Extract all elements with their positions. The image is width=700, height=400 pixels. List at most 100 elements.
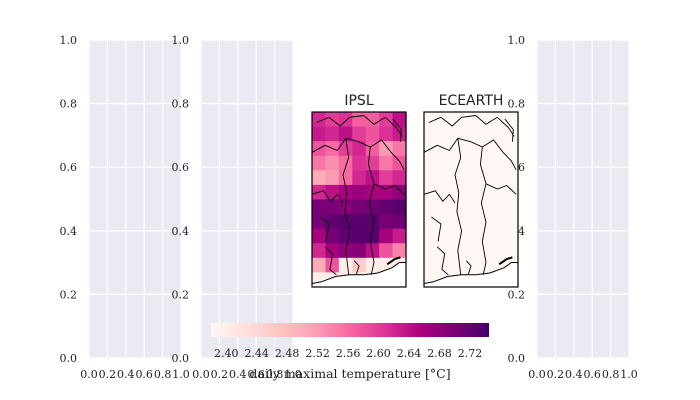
- axes-background: [89, 40, 181, 358]
- grid-cell: [312, 199, 327, 215]
- grid-cell: [312, 112, 327, 128]
- x-tick-label: 1.0: [284, 368, 302, 381]
- grid-cell: [464, 155, 479, 171]
- grid-cell: [325, 184, 340, 201]
- grid-cell: [477, 257, 492, 274]
- grid-cell: [477, 155, 492, 171]
- grid-cell: [437, 155, 452, 171]
- map-title: IPSL: [344, 93, 373, 109]
- grid-cell: [392, 170, 407, 186]
- grid-cell: [392, 126, 407, 142]
- grid-cell: [424, 257, 439, 274]
- country-border: [465, 260, 472, 275]
- grid-cell: [450, 228, 465, 244]
- grid-cell: [352, 141, 367, 157]
- grid-cell: [325, 228, 340, 244]
- grid-cell: [464, 243, 479, 259]
- x-tick-label: 0.2: [99, 368, 117, 381]
- grid-cell: [338, 214, 353, 230]
- grid-cell: [365, 184, 380, 201]
- country-border: [436, 246, 449, 276]
- country-border: [311, 190, 344, 204]
- grid-cell: [365, 243, 380, 259]
- grid-cell: [477, 141, 492, 157]
- colorbar-tick-label: 2.68: [427, 347, 452, 360]
- grid-cell: [504, 228, 519, 244]
- axes-background: [537, 40, 629, 358]
- country-border: [431, 216, 442, 242]
- grid-cell: [365, 228, 380, 244]
- grid-cell: [392, 112, 407, 128]
- x-tick-label: 0.4: [229, 368, 247, 381]
- grid-cell: [450, 126, 465, 142]
- colorbar-tick-label: 2.60: [366, 347, 391, 360]
- grid-cell: [338, 184, 353, 201]
- grid-cell: [477, 228, 492, 244]
- grid-cell: [491, 243, 506, 259]
- grid-cell: [504, 184, 519, 201]
- grid-cell: [379, 126, 394, 142]
- grid-cell: [365, 199, 380, 215]
- grid-cell: [464, 126, 479, 142]
- grid-cell: [352, 155, 367, 171]
- x-tick-label: 0.6: [247, 368, 265, 381]
- grid-cell: [338, 170, 353, 186]
- x-tick-label: 0.8: [154, 368, 172, 381]
- grid-cell: [424, 228, 439, 244]
- grid-cell: [424, 170, 439, 186]
- y-tick-label: 0.0: [172, 352, 190, 365]
- grid-cell: [464, 184, 479, 201]
- grid-cell: [437, 199, 452, 215]
- grid-cell: [450, 257, 465, 274]
- grid-cell: [477, 184, 492, 201]
- grid-cell: [312, 228, 327, 244]
- colorbar-tick-label: 2.48: [275, 347, 300, 360]
- country-border: [311, 137, 405, 171]
- grid-cell: [504, 126, 519, 142]
- grid-cell: [379, 228, 394, 244]
- grid-cell: [325, 126, 340, 142]
- country-border: [504, 118, 514, 142]
- ecearth-map: ECEARTH: [423, 93, 519, 288]
- grid-cell: [325, 155, 340, 171]
- y-tick-label: 0.8: [60, 98, 78, 111]
- axes-background: [201, 40, 293, 358]
- ipsl-map: IPSL: [311, 93, 407, 288]
- grid-cell: [352, 112, 367, 128]
- colorbar: 2.40 2.44 2.48 2.52 2.56 2.60 2.64 2.68 2.72 dail…: [211, 323, 489, 381]
- grid-cell: [312, 243, 327, 259]
- grid-cell: [365, 257, 380, 274]
- map-frame: [311, 111, 407, 288]
- grid-cell: [504, 214, 519, 230]
- country-border: [319, 216, 330, 242]
- grid-cell: [325, 170, 340, 186]
- x-tick-label: 0.8: [266, 368, 284, 381]
- colorbar-tick-label: 2.52: [305, 347, 330, 360]
- grid-cell: [379, 141, 394, 157]
- y-tick-label: 0.2: [60, 288, 78, 301]
- grid-cell: [424, 199, 439, 215]
- grid-cell: [352, 199, 367, 215]
- grid-cell: [464, 170, 479, 186]
- grid-cell: [312, 214, 327, 230]
- grid-cell: [325, 243, 340, 259]
- y-tick-label: 0.4: [172, 225, 190, 238]
- colorbar-tick-label: 2.72: [458, 347, 483, 360]
- grid-cell: [338, 141, 353, 157]
- grid-cell: [392, 228, 407, 244]
- coastal-inlet: [386, 256, 401, 266]
- grid-cell: [437, 214, 452, 230]
- grid-cell: [392, 184, 407, 201]
- grid-cell: [424, 155, 439, 171]
- grid-cell: [437, 170, 452, 186]
- grid-cell: [392, 141, 407, 157]
- grid-cell: [352, 257, 367, 274]
- country-border: [485, 183, 517, 195]
- country-border: [454, 138, 463, 275]
- grid-cell: [338, 228, 353, 244]
- country-border: [423, 190, 456, 204]
- grid-cell: [450, 141, 465, 157]
- y-tick-label: 0.4: [60, 225, 78, 238]
- y-tick-label: 0.6: [172, 161, 190, 174]
